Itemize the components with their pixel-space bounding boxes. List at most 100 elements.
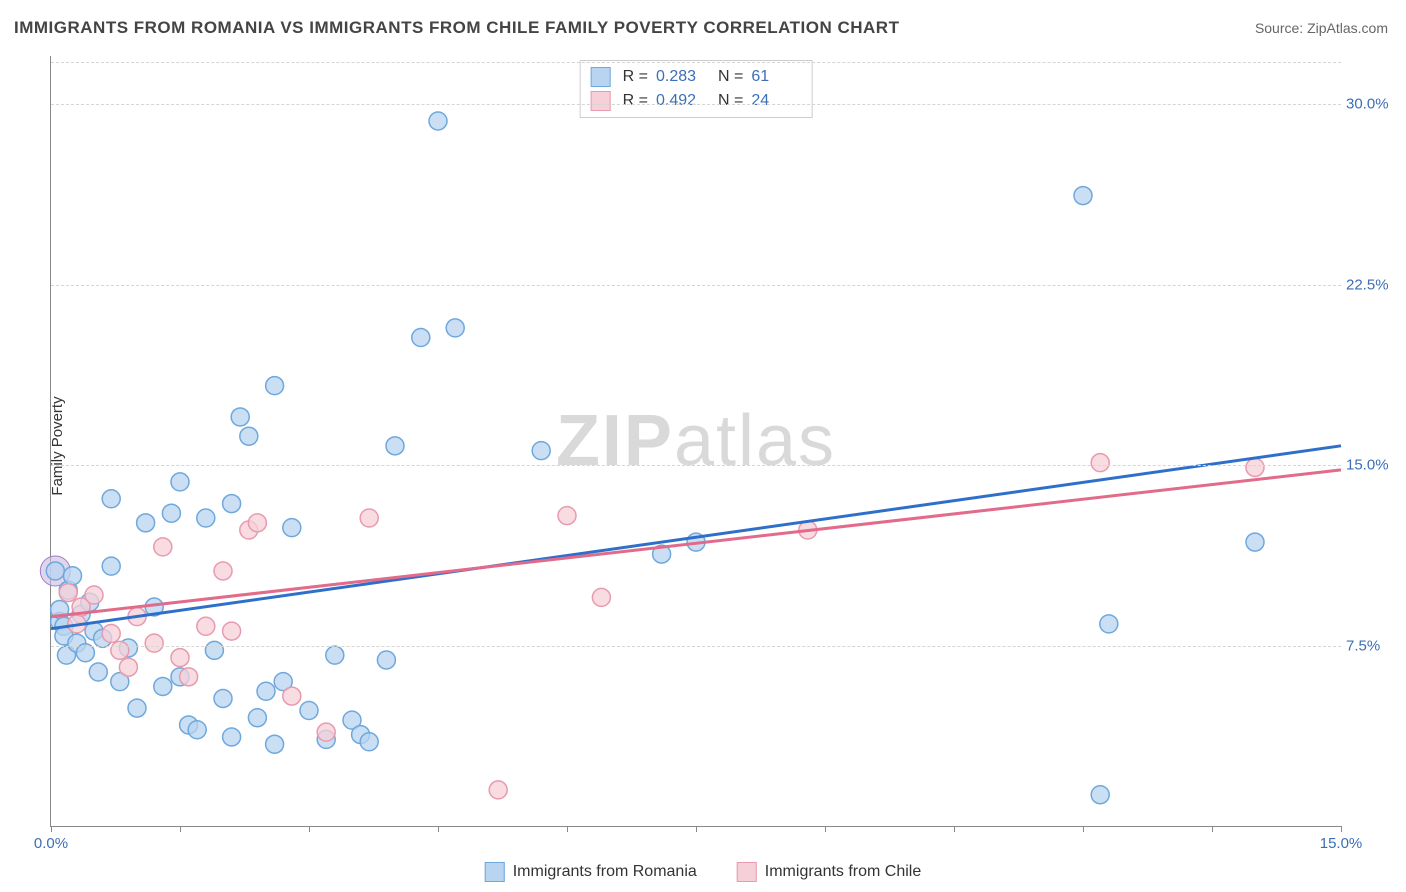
scatter-point: [154, 538, 172, 556]
stat-r-value: 0.492: [656, 89, 706, 113]
scatter-point: [317, 723, 335, 741]
scatter-point: [171, 473, 189, 491]
scatter-point: [223, 622, 241, 640]
scatter-point: [360, 733, 378, 751]
stat-n-value: 24: [751, 89, 801, 113]
scatter-point: [214, 562, 232, 580]
stat-r-label: R =: [623, 65, 648, 89]
scatter-point: [231, 408, 249, 426]
scatter-point: [592, 588, 610, 606]
scatter-point: [283, 519, 301, 537]
scatter-point: [326, 646, 344, 664]
scatter-point: [266, 735, 284, 753]
scatter-point: [214, 689, 232, 707]
y-tick-label: 30.0%: [1346, 96, 1401, 113]
scatter-point: [46, 562, 64, 580]
scatter-point: [429, 112, 447, 130]
legend-stats-row: R = 0.283 N = 61: [591, 65, 802, 89]
gridline: [51, 285, 1341, 286]
scatter-point: [283, 687, 301, 705]
scatter-point: [85, 586, 103, 604]
scatter-point: [205, 641, 223, 659]
scatter-point: [300, 702, 318, 720]
scatter-point: [532, 442, 550, 460]
scatter-point: [223, 495, 241, 513]
gridline: [51, 104, 1341, 105]
scatter-point: [223, 728, 241, 746]
scatter-point: [489, 781, 507, 799]
scatter-point: [240, 427, 258, 445]
x-tick-mark: [1341, 826, 1342, 832]
scatter-point: [162, 504, 180, 522]
legend-label: Immigrants from Chile: [765, 863, 921, 881]
scatter-point: [1091, 454, 1109, 472]
plot-area: ZIPatlas R =0.283N =61R =0.492N =24 7.5%…: [50, 56, 1341, 827]
x-tick-mark: [1212, 826, 1213, 832]
source-attribution: Source: ZipAtlas.com: [1255, 20, 1388, 36]
scatter-point: [145, 634, 163, 652]
scatter-point: [266, 377, 284, 395]
y-tick-label: 7.5%: [1346, 637, 1401, 654]
x-tick-mark: [954, 826, 955, 832]
chart-svg: [51, 56, 1341, 826]
x-tick-mark: [1083, 826, 1084, 832]
scatter-point: [137, 514, 155, 532]
legend-swatch: [737, 862, 757, 882]
scatter-point: [257, 682, 275, 700]
scatter-point: [197, 617, 215, 635]
legend-stats-row: R = 0.492 N = 24: [591, 89, 802, 113]
scatter-point: [102, 490, 120, 508]
gridline: [51, 646, 1341, 647]
scatter-point: [102, 625, 120, 643]
stat-r-value: 0.283: [656, 65, 706, 89]
chart-title: IMMIGRANTS FROM ROMANIA VS IMMIGRANTS FR…: [14, 18, 899, 38]
scatter-point: [111, 641, 129, 659]
y-tick-label: 15.0%: [1346, 457, 1401, 474]
legend-swatch: [485, 862, 505, 882]
scatter-point: [360, 509, 378, 527]
scatter-point: [1100, 615, 1118, 633]
legend-swatch: [591, 91, 611, 111]
x-tick-mark: [825, 826, 826, 832]
scatter-point: [558, 507, 576, 525]
x-tick-mark: [51, 826, 52, 832]
stat-n-label: N =: [718, 89, 743, 113]
scatter-point: [59, 584, 77, 602]
bottom-legend: Immigrants from Romania Immigrants from C…: [485, 862, 922, 882]
gridline: [51, 465, 1341, 466]
x-tick-label: 0.0%: [34, 835, 68, 852]
trend-line: [51, 470, 1341, 617]
scatter-point: [64, 567, 82, 585]
stat-n-label: N =: [718, 65, 743, 89]
scatter-point: [1091, 786, 1109, 804]
legend-swatch: [591, 67, 611, 87]
scatter-point: [188, 721, 206, 739]
x-tick-mark: [180, 826, 181, 832]
stat-n-value: 61: [751, 65, 801, 89]
gridline: [51, 62, 1341, 63]
scatter-point: [377, 651, 395, 669]
scatter-point: [171, 649, 189, 667]
scatter-point: [1074, 187, 1092, 205]
scatter-point: [102, 557, 120, 575]
legend-item: Immigrants from Romania: [485, 862, 697, 882]
scatter-point: [197, 509, 215, 527]
scatter-point: [446, 319, 464, 337]
scatter-point: [248, 514, 266, 532]
stat-r-label: R =: [623, 89, 648, 113]
scatter-point: [128, 699, 146, 717]
x-tick-mark: [567, 826, 568, 832]
scatter-point: [180, 668, 198, 686]
x-tick-mark: [309, 826, 310, 832]
scatter-point: [1246, 533, 1264, 551]
x-tick-label: 15.0%: [1320, 835, 1363, 852]
scatter-point: [89, 663, 107, 681]
scatter-point: [412, 329, 430, 347]
scatter-point: [386, 437, 404, 455]
legend-stats-box: R = 0.283 N = 61 R = 0.492 N = 24: [580, 60, 813, 118]
legend-label: Immigrants from Romania: [513, 863, 697, 881]
x-tick-mark: [438, 826, 439, 832]
scatter-point: [119, 658, 137, 676]
y-tick-label: 22.5%: [1346, 276, 1401, 293]
legend-item: Immigrants from Chile: [737, 862, 921, 882]
